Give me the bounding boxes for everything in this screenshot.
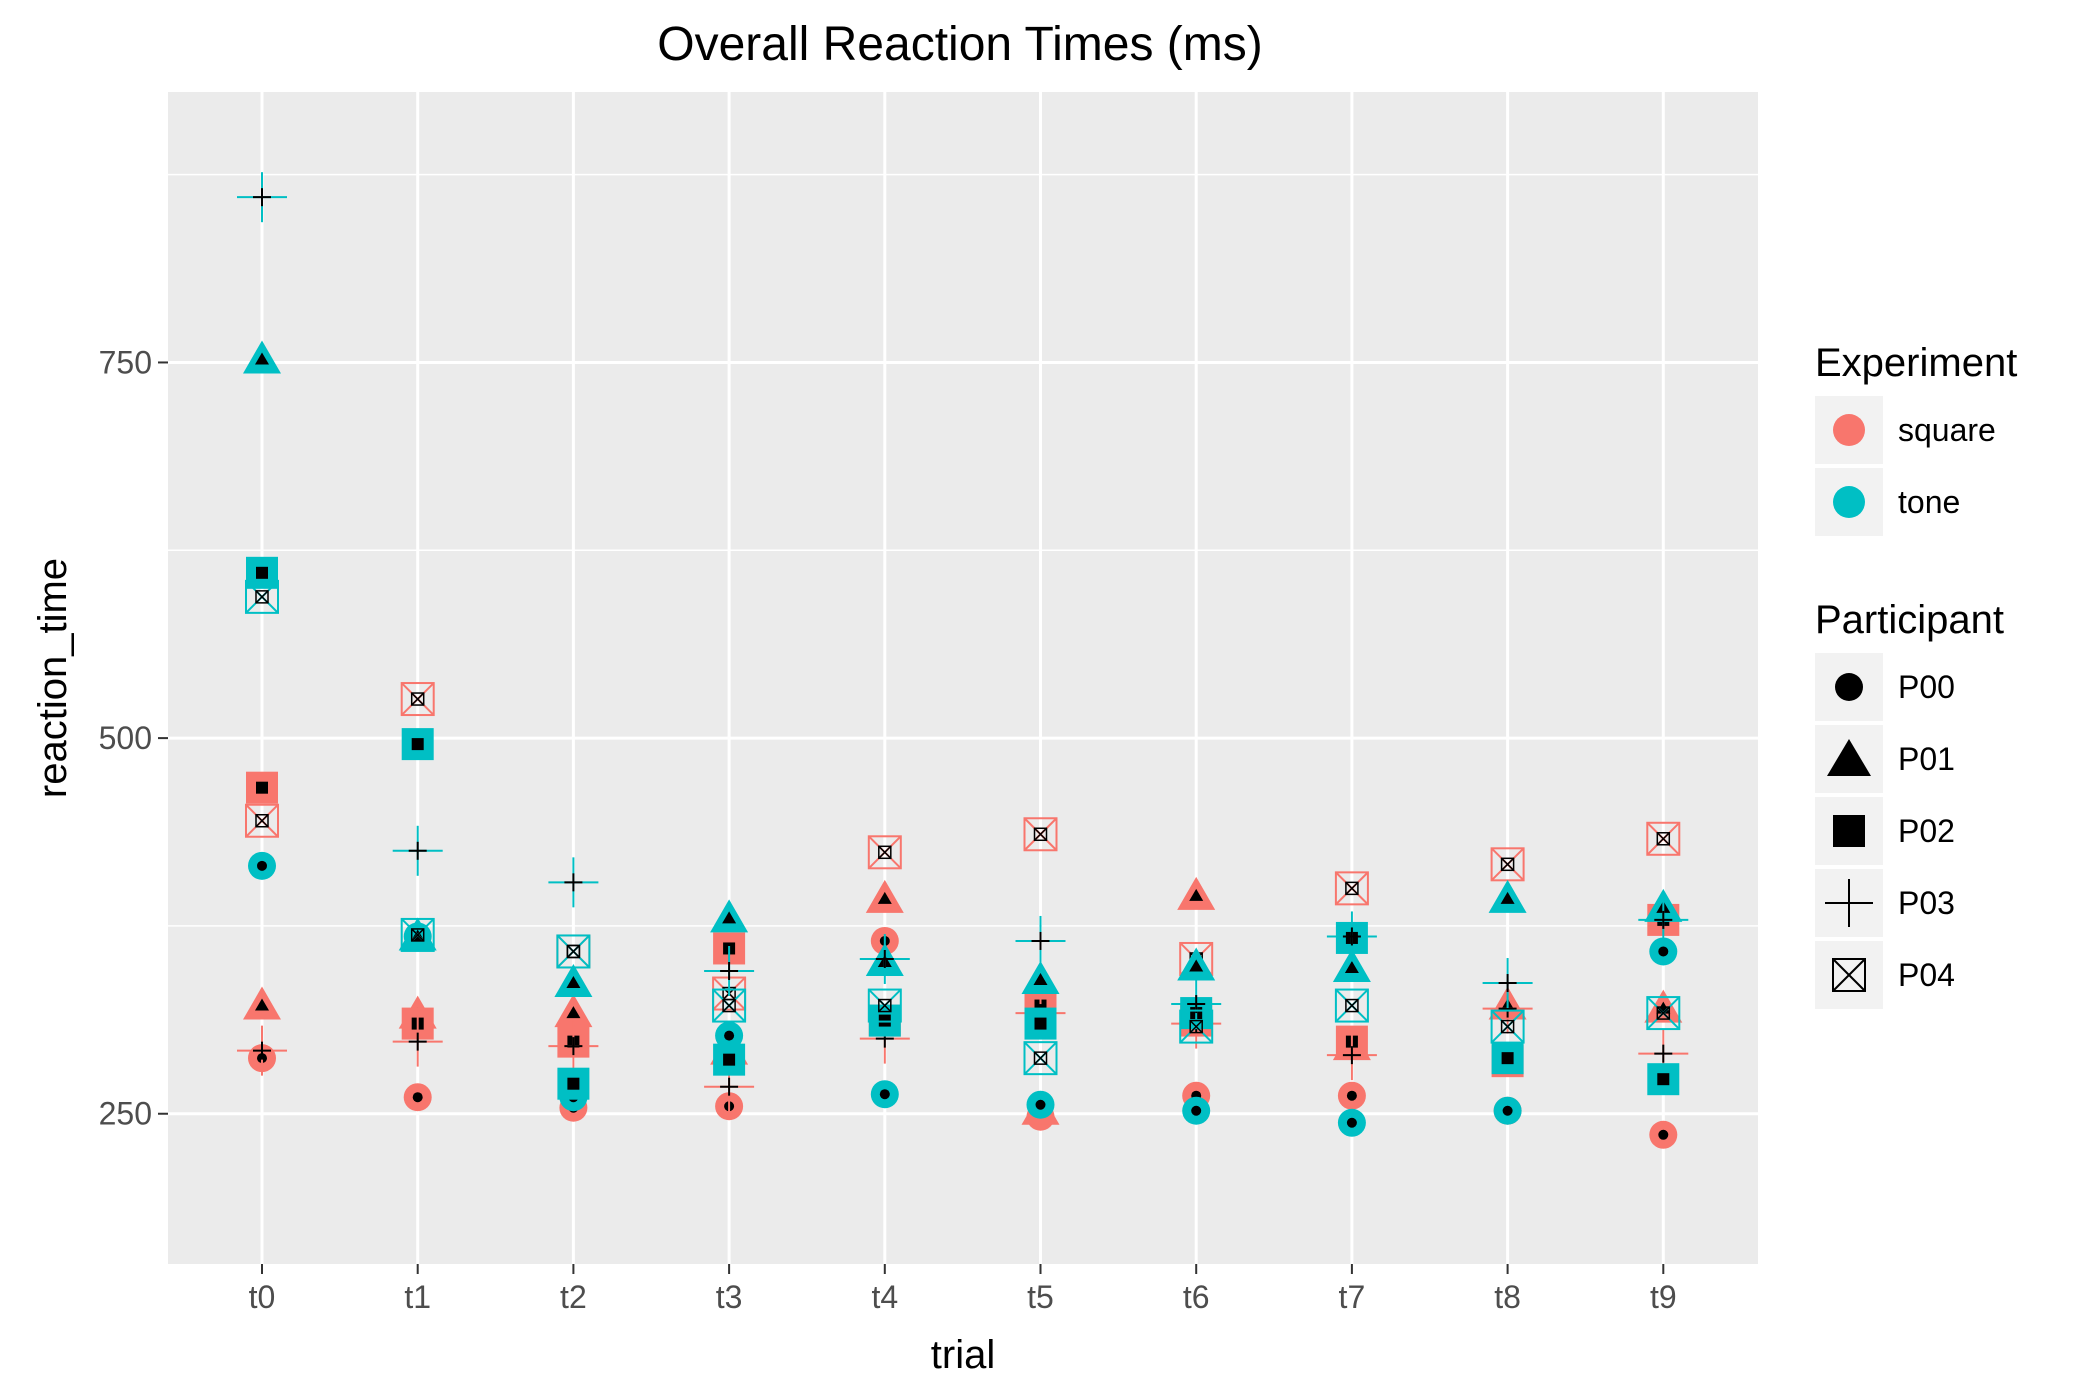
point-tone-P02-t8 (1491, 1042, 1524, 1075)
point-square-P01-t2 (554, 994, 593, 1028)
legend-key-P00 (1835, 673, 1863, 701)
x-tick-label: t2 (560, 1279, 587, 1315)
x-axis-title: trial (931, 1333, 995, 1377)
x-tick-label: t9 (1650, 1279, 1677, 1315)
point-square-P03-t1 (392, 1016, 443, 1067)
point-tone-P02-t0 (246, 556, 278, 589)
y-axis: 250 500 750 (99, 344, 168, 1132)
point-tone-P03-t5 (1015, 915, 1066, 966)
point-square-P03-t2 (548, 1021, 599, 1072)
y-axis-title: reaction_time (31, 558, 75, 798)
point-tone-P00-t7 (1337, 1108, 1366, 1137)
point-tone-P04-t5 (1023, 1041, 1058, 1076)
legend-key-P01 (1827, 739, 1871, 776)
point-square-P04-t7 (1334, 871, 1369, 906)
point-tone-P00-t3 (715, 1021, 744, 1050)
legend-label-P04: P04 (1898, 957, 1955, 993)
point-square-P04-t5 (1023, 817, 1058, 852)
legend: Experiment Participant square tone P00 P01… (1815, 341, 2017, 1009)
point-tone-P04-t9 (1646, 996, 1681, 1031)
point-tone-P04-t2 (556, 934, 591, 969)
legend-key-tone (1833, 486, 1865, 518)
point-square-P04-t0 (245, 803, 279, 838)
legend-label-P02: P02 (1898, 813, 1955, 849)
point-tone-P01-t7 (1332, 948, 1371, 982)
point-tone-P03-t9 (1638, 894, 1689, 945)
point-tone-P03-t8 (1482, 958, 1533, 1009)
point-square-P03-t0 (237, 1025, 287, 1076)
point-tone-P03-t7 (1326, 911, 1377, 962)
legend-experiment-title: Experiment (1815, 341, 2017, 385)
x-tick-label: t1 (404, 1279, 431, 1315)
point-tone-P02-t5 (1024, 1007, 1057, 1040)
x-tick-label: t6 (1183, 1279, 1210, 1315)
legend-label-square: square (1898, 412, 1996, 448)
legend-participant-items: P00 P01 P02 P03 P04 (1815, 653, 1955, 1009)
point-tone-P02-t9 (1647, 1063, 1680, 1096)
point-tone-P03-t3 (704, 946, 755, 996)
point-square-P00-t9 (1649, 1120, 1678, 1149)
legend-label-P01: P01 (1898, 741, 1955, 777)
y-tick-label: 750 (99, 344, 152, 380)
point-square-P01-t6 (1177, 876, 1216, 910)
plot-panel (168, 92, 1758, 1264)
point-tone-P03-t4 (859, 933, 910, 984)
point-tone-P03-t0 (237, 172, 287, 223)
point-square-P03-t7 (1326, 1030, 1377, 1081)
point-square-P02-t0 (246, 771, 278, 804)
point-tone-P01-t6 (1177, 947, 1216, 981)
x-tick-label: t5 (1027, 1279, 1054, 1315)
point-tone-P04-t8 (1490, 1009, 1525, 1044)
point-tone-P01-t2 (554, 964, 593, 998)
point-tone-P00-t6 (1182, 1096, 1211, 1125)
point-square-P04-t1 (400, 682, 435, 717)
point-tone-P04-t6 (1179, 1009, 1214, 1044)
point-tone-P04-t3 (712, 988, 747, 1023)
point-square-P01-t4 (865, 879, 904, 913)
legend-label-P00: P00 (1898, 669, 1955, 705)
legend-experiment-items: square tone (1815, 396, 1996, 536)
data-points (237, 172, 1689, 1149)
point-square-P04-t9 (1646, 821, 1681, 856)
point-tone-P03-t1 (392, 825, 443, 876)
x-tick-label: t8 (1494, 1279, 1521, 1315)
point-square-P01-t0 (243, 986, 281, 1020)
x-tick-label: t0 (249, 1279, 276, 1315)
point-tone-P00-t9 (1649, 937, 1678, 966)
point-tone-P04-t0 (245, 579, 279, 614)
legend-key-P04 (1832, 958, 1866, 992)
legend-label-tone: tone (1898, 484, 1960, 520)
point-square-P00-t1 (403, 1083, 432, 1112)
legend-key-P03 (1825, 879, 1873, 927)
point-tone-P02-t2 (557, 1067, 590, 1100)
point-square-P04-t4 (867, 835, 902, 870)
point-tone-P02-t1 (401, 728, 434, 761)
y-tick-label: 500 (99, 720, 152, 756)
chart-title: Overall Reaction Times (ms) (657, 18, 1262, 71)
point-tone-P01-t8 (1488, 879, 1527, 913)
x-tick-label: t4 (871, 1279, 898, 1315)
point-tone-P01-t5 (1021, 961, 1060, 995)
legend-key-P02 (1833, 815, 1865, 847)
x-tick-label: t7 (1339, 1279, 1366, 1315)
x-tick-label: t3 (716, 1279, 743, 1315)
point-tone-P04-t4 (867, 988, 902, 1023)
point-tone-P00-t8 (1493, 1096, 1522, 1125)
point-square-P00-t7 (1337, 1081, 1366, 1110)
y-tick-label: 250 (99, 1096, 152, 1132)
point-tone-P04-t7 (1334, 988, 1369, 1023)
point-tone-P01-t0 (243, 340, 281, 374)
point-tone-P04-t1 (400, 917, 435, 952)
legend-key-square (1833, 414, 1865, 446)
point-tone-P03-t2 (548, 857, 599, 908)
point-tone-P00-t0 (248, 851, 276, 880)
legend-participant-title: Participant (1815, 598, 2004, 642)
point-tone-P00-t5 (1026, 1090, 1055, 1119)
legend-label-P03: P03 (1898, 885, 1955, 921)
point-tone-P02-t3 (713, 1043, 746, 1076)
x-axis: t0 t1 t2 t3 t4 t5 t6 t7 t8 t9 (249, 1264, 1677, 1315)
point-tone-P01-t3 (710, 899, 749, 933)
point-tone-P00-t4 (870, 1080, 899, 1109)
